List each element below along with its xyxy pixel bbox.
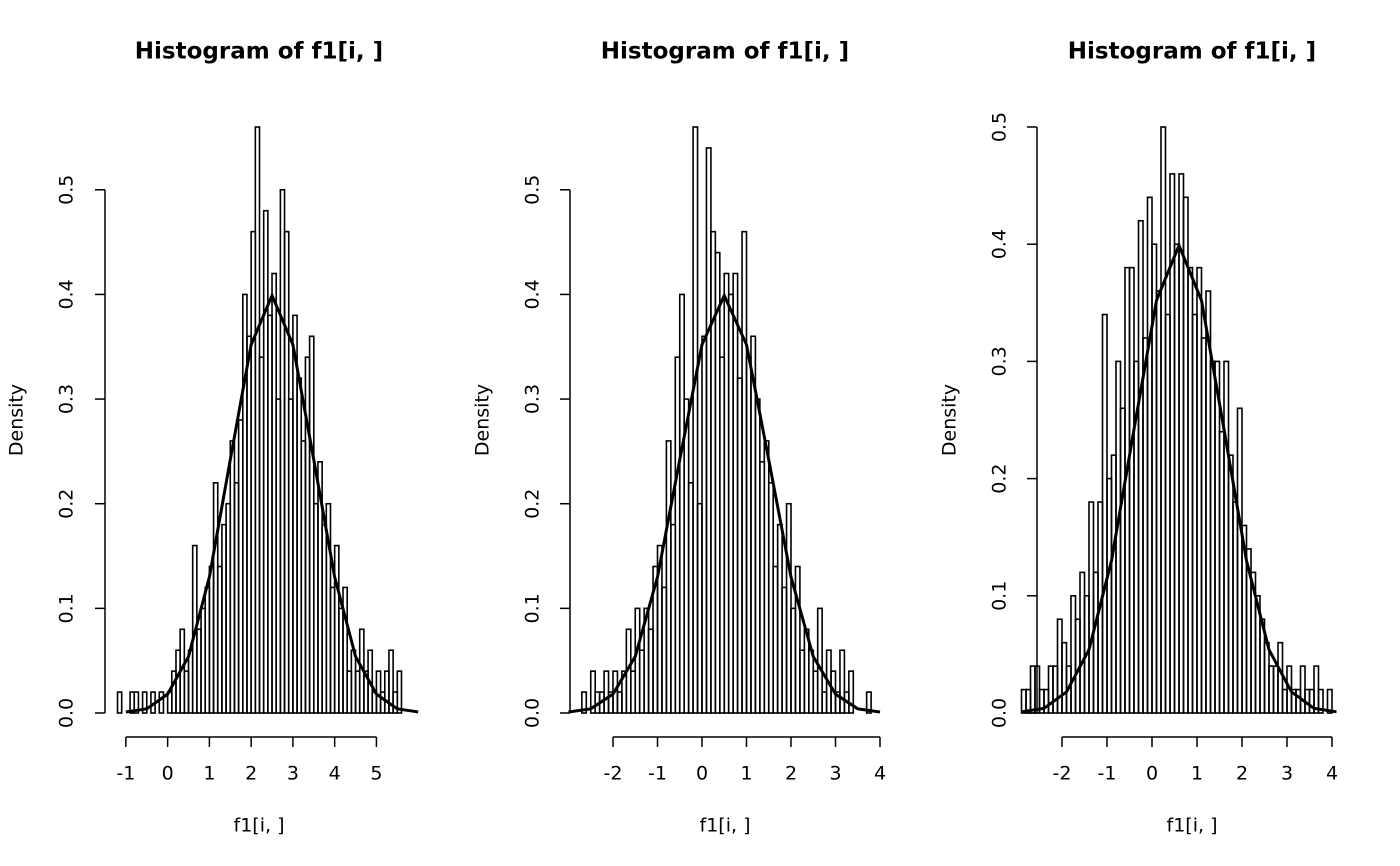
x-tick-label: 0 <box>162 763 174 785</box>
x-tick-label: -1 <box>116 763 135 785</box>
bar <box>1326 688 1333 714</box>
x-tick-label: 2 <box>245 763 257 785</box>
bar <box>388 649 394 714</box>
bar <box>158 691 165 714</box>
bar <box>692 126 699 714</box>
y-tick-label: 0.3 <box>56 384 78 414</box>
x-tick-label: 0 <box>696 763 708 785</box>
y-tick-label: 0.1 <box>522 593 544 623</box>
x-tick-label: 4 <box>329 763 341 785</box>
x-tick-label: -1 <box>1098 763 1117 785</box>
y-tick-label: 0.2 <box>522 489 544 519</box>
x-tick-label: 1 <box>203 763 215 785</box>
bar <box>865 691 872 714</box>
bar <box>816 607 823 714</box>
y-tick-label: 0.2 <box>989 463 1011 493</box>
x-tick-label: 4 <box>874 763 886 785</box>
y-tick-label: 0.1 <box>56 593 78 623</box>
bar <box>794 565 801 714</box>
density-curve <box>125 291 419 714</box>
x-tick-label: -2 <box>1053 763 1072 785</box>
x-tick-label: 0 <box>1146 763 1158 785</box>
x-tick-label: -2 <box>604 763 623 785</box>
x-axis-label: f1[i, ] <box>700 815 751 837</box>
y-tick-label: 0.4 <box>56 279 78 309</box>
y-tick-label: 0.0 <box>989 698 1011 728</box>
x-axis-label: f1[i, ] <box>234 815 285 837</box>
y-tick-label: 0.5 <box>56 175 78 205</box>
bar <box>141 691 148 714</box>
bar <box>581 691 588 714</box>
y-tick-label: 0.4 <box>522 279 544 309</box>
x-tick-label: 3 <box>287 763 299 785</box>
y-tick-label: 0.3 <box>989 346 1011 376</box>
density-curve <box>568 291 881 714</box>
y-tick-label: 0.5 <box>522 175 544 205</box>
bar <box>342 586 348 714</box>
y-tick-label: 0.1 <box>989 581 1011 611</box>
chart-title: Histogram of f1[i, ] <box>135 39 383 65</box>
x-tick-label: 3 <box>1281 763 1293 785</box>
bar <box>839 649 846 714</box>
bar <box>133 691 140 714</box>
x-tick-label: 1 <box>740 763 752 785</box>
chart-title: Histogram of f1[i, ] <box>601 39 849 65</box>
density-curve <box>1021 241 1337 714</box>
chart-title: Histogram of f1[i, ] <box>1068 39 1316 65</box>
bar <box>1317 688 1324 714</box>
bar <box>396 670 403 714</box>
y-axis-label: Density <box>939 384 961 456</box>
y-tick-label: 0.3 <box>522 384 544 414</box>
y-tick-label: 0.0 <box>522 698 544 728</box>
y-axis-label: Density <box>472 384 494 456</box>
x-tick-label: 2 <box>1236 763 1248 785</box>
x-tick-label: -1 <box>648 763 667 785</box>
x-axis-label: f1[i, ] <box>1167 815 1218 837</box>
x-tick-label: 3 <box>829 763 841 785</box>
x-tick-label: 4 <box>1326 763 1338 785</box>
y-axis-label: Density <box>6 384 28 456</box>
x-tick-label: 1 <box>1191 763 1203 785</box>
y-tick-label: 0.4 <box>989 229 1011 259</box>
bar <box>848 670 855 714</box>
x-tick-label: 2 <box>785 763 797 785</box>
y-tick-label: 0.2 <box>56 489 78 519</box>
bar <box>116 691 123 714</box>
y-tick-label: 0.0 <box>56 698 78 728</box>
y-tick-label: 0.5 <box>989 112 1011 142</box>
x-tick-label: 5 <box>370 763 382 785</box>
